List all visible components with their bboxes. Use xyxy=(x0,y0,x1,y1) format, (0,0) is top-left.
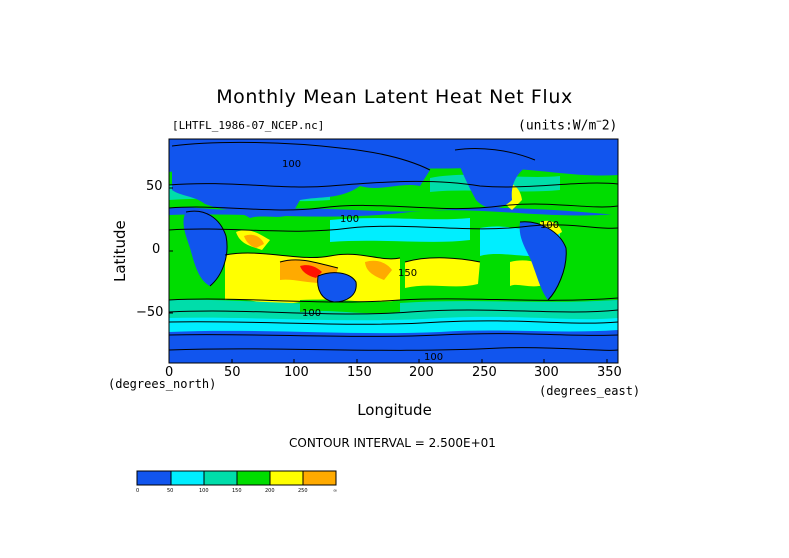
y-tick-label: 50 xyxy=(146,179,163,194)
colorbar-swatch xyxy=(302,470,337,486)
y-tick-label: 0 xyxy=(152,242,161,257)
x-units-label: (degrees_north) xyxy=(108,377,217,391)
svg-text:100: 100 xyxy=(424,352,443,363)
colorbar-label: ∞ xyxy=(333,488,338,494)
colorbar-swatch xyxy=(236,470,271,486)
colorbar-swatch xyxy=(136,470,172,486)
colorbar-label: 50 xyxy=(167,488,174,494)
colorbar-label: 150 xyxy=(232,488,242,494)
x-tick-label: 100 xyxy=(284,365,309,380)
y-axis-label: Latitude xyxy=(111,220,129,282)
units-label: (units:W/m−2) xyxy=(518,117,618,134)
colorbar-label: 200 xyxy=(265,488,275,494)
x-tick-label: 350 xyxy=(597,365,622,380)
colorbar-swatch xyxy=(269,470,304,486)
y-units-label: (degrees_east) xyxy=(539,384,641,398)
x-tick-label: 300 xyxy=(534,365,559,380)
svg-text:100: 100 xyxy=(540,220,559,231)
colorbar xyxy=(136,470,337,486)
x-tick-label: 50 xyxy=(224,365,241,380)
x-tick-label: 150 xyxy=(347,365,372,380)
y-tick-label: −50 xyxy=(136,305,164,320)
svg-text:150: 150 xyxy=(398,268,417,279)
x-axis-label: Longitude xyxy=(357,401,432,419)
x-tick-label: 0 xyxy=(165,365,174,380)
file-label: [LHTFL_1986-07_NCEP.nc] xyxy=(172,119,325,132)
colorbar-label: 250 xyxy=(298,488,308,494)
contour-lines xyxy=(169,141,618,351)
colorbar-label: 100 xyxy=(199,488,209,494)
colorbar-swatch xyxy=(203,470,238,486)
svg-text:100: 100 xyxy=(302,308,321,319)
colorbar-swatch xyxy=(170,470,205,486)
svg-text:100: 100 xyxy=(340,214,359,225)
x-tick-label: 250 xyxy=(472,365,497,380)
x-tick-label: 200 xyxy=(409,365,434,380)
svg-text:100: 100 xyxy=(282,159,301,170)
plot-title: Monthly Mean Latent Heat Net Flux xyxy=(216,86,573,108)
contour-interval: CONTOUR INTERVAL = 2.500E+01 xyxy=(289,436,496,450)
colorbar-label: 0 xyxy=(136,488,140,494)
flux-field: 100 100 100 150 100 100 xyxy=(169,139,618,363)
